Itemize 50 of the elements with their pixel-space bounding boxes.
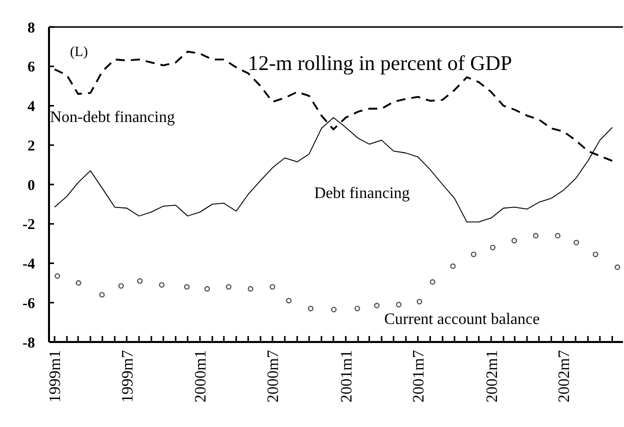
point: [331, 306, 337, 312]
y-tick-label: 6: [28, 60, 36, 76]
y-tick-label: -6: [22, 296, 36, 312]
point: [158, 282, 165, 288]
point: [592, 252, 598, 258]
series-label: Non-debt financing: [50, 109, 175, 126]
y-tick-label: -8: [22, 335, 35, 352]
point: [137, 278, 143, 284]
point: [574, 240, 580, 246]
y-tick-label: 4: [28, 99, 36, 115]
point: [614, 264, 620, 270]
point: [554, 232, 560, 238]
x-tick-label: 2002m7: [556, 350, 573, 402]
series-label: Debt financing: [314, 185, 410, 202]
series-label: Current account balance: [384, 311, 540, 328]
point: [204, 286, 210, 292]
x-tick-label: 2000m7: [265, 350, 282, 402]
point: [270, 284, 276, 290]
point: [470, 252, 476, 258]
point: [248, 286, 254, 292]
point: [396, 302, 402, 308]
point: [532, 232, 539, 238]
point: [416, 298, 422, 304]
y-tick-label: 0: [28, 178, 35, 194]
point: [76, 280, 82, 286]
point: [450, 263, 456, 270]
point: [184, 284, 190, 290]
text: 12-m rolling in percent of GDP: [248, 51, 512, 75]
y-tick-label: 2: [28, 138, 35, 154]
x-tick-label: 1999m7: [119, 350, 136, 402]
point: [374, 302, 380, 308]
point: [511, 238, 518, 244]
point: [99, 292, 105, 298]
x-tick-label: 2000m1: [192, 350, 210, 402]
x-tick-label: 2001m7: [410, 350, 428, 402]
x-tick-label: 2001m1: [338, 350, 356, 402]
point: [490, 244, 496, 250]
point: [430, 279, 436, 285]
y-tick-label: -4: [22, 256, 36, 272]
point: [118, 283, 124, 289]
point: [54, 273, 60, 279]
point: [226, 284, 232, 290]
y-tick-label: -2: [22, 217, 35, 234]
annotation: (L): [70, 45, 88, 60]
x-tick-label: 1999m1: [47, 350, 64, 402]
y-tick-label: 8: [28, 20, 35, 36]
point: [308, 306, 314, 312]
point: [354, 306, 360, 312]
x-tick-label: 2002m1: [484, 350, 501, 402]
point: [286, 298, 292, 304]
